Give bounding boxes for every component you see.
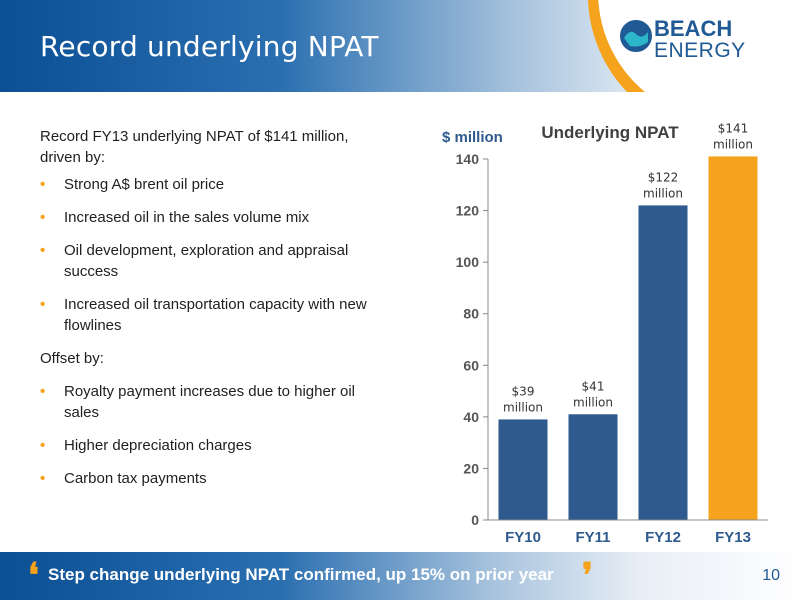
bar-fy11 bbox=[568, 414, 618, 520]
y-axis-ticks: 0 20 40 60 80 100 120 140 bbox=[456, 151, 488, 528]
y-tick-label: 40 bbox=[463, 409, 479, 425]
list-item: • Increased oil in the sales volume mix bbox=[40, 207, 370, 228]
chart-title: Underlying NPAT bbox=[541, 123, 679, 142]
x-tick-label: FY10 bbox=[505, 529, 541, 546]
bullet-icon: • bbox=[40, 470, 46, 487]
bar-fy12 bbox=[638, 205, 688, 520]
bars bbox=[498, 156, 758, 520]
close-quote-icon: ❜ bbox=[582, 556, 593, 596]
list-item: • Royalty payment increases due to higher… bbox=[40, 381, 370, 423]
y-tick-label: 80 bbox=[463, 306, 479, 322]
company-logo: BEACH ENERGY bbox=[654, 18, 746, 62]
bullet-icon: • bbox=[40, 209, 46, 226]
open-quote-icon: ❛ bbox=[28, 556, 39, 596]
header-banner: Record underlying NPAT BEACH ENERGY bbox=[0, 0, 800, 92]
footer-banner: ❛ Step change underlying NPAT confirmed,… bbox=[0, 552, 800, 600]
data-label: million bbox=[713, 137, 753, 151]
list-item: • Oil development, exploration and apprai… bbox=[40, 240, 370, 282]
offset-label: Offset by: bbox=[40, 350, 104, 367]
y-tick-label: 0 bbox=[471, 512, 479, 528]
y-tick-label: 60 bbox=[463, 357, 479, 373]
data-label: $141 bbox=[718, 121, 749, 135]
logo-line-1: BEACH bbox=[654, 16, 733, 41]
list-item: • Strong A$ brent oil price bbox=[40, 174, 370, 195]
bullet-icon: • bbox=[40, 296, 46, 313]
data-label: million bbox=[643, 186, 683, 200]
drivers-list: • Strong A$ brent oil price • Increased oi… bbox=[40, 174, 370, 336]
list-item: • Higher depreciation charges bbox=[40, 435, 370, 456]
intro-text: Record FY13 underlying NPAT of $141 mill… bbox=[40, 128, 349, 166]
page-title: Record underlying NPAT bbox=[40, 30, 379, 63]
y-tick-label: 20 bbox=[463, 460, 479, 476]
offset-text: Carbon tax payments bbox=[64, 470, 207, 487]
y-tick-label: 120 bbox=[456, 203, 480, 219]
npat-bar-chart: Underlying NPAT $ million 0 20 40 60 80 100 12… bbox=[442, 121, 768, 546]
driver-text: Increased oil in the sales volume mix bbox=[64, 209, 310, 226]
bullet-icon: • bbox=[40, 176, 46, 193]
driver-text: Oil development, exploration and apprais… bbox=[64, 242, 349, 280]
text-panel: Record FY13 underlying NPAT of $141 mill… bbox=[40, 126, 370, 501]
bar-fy13 bbox=[708, 156, 758, 520]
bullet-icon: • bbox=[40, 437, 46, 454]
offsets-list: • Royalty payment increases due to higher… bbox=[40, 381, 370, 489]
data-labels: $39 million $41 million $122 million $141 milli… bbox=[503, 121, 753, 414]
x-tick-label: FY13 bbox=[715, 529, 751, 546]
bullet-icon: • bbox=[40, 383, 46, 400]
offset-text: Royalty payment increases due to higher … bbox=[64, 383, 355, 421]
data-label: $39 bbox=[512, 384, 535, 398]
driver-text: Increased oil transportation capacity wi… bbox=[64, 296, 367, 334]
y-tick-label: 140 bbox=[456, 151, 480, 167]
logo-line-2: ENERGY bbox=[654, 39, 746, 62]
x-axis-labels: FY10 FY11 FY12 FY13 bbox=[505, 529, 751, 546]
x-tick-label: FY11 bbox=[575, 529, 610, 546]
y-tick-label: 100 bbox=[456, 254, 480, 270]
beach-energy-logo-icon bbox=[620, 20, 652, 52]
x-tick-label: FY12 bbox=[645, 529, 681, 546]
data-label: $41 bbox=[582, 379, 605, 393]
page-number: 10 bbox=[762, 567, 780, 584]
bullet-icon: • bbox=[40, 242, 46, 259]
footer-message: Step change underlying NPAT confirmed, u… bbox=[48, 565, 554, 584]
data-label: $122 bbox=[648, 170, 679, 184]
data-label: million bbox=[573, 395, 613, 409]
offset-text: Higher depreciation charges bbox=[64, 437, 252, 454]
bar-fy10 bbox=[498, 419, 548, 520]
driver-text: Strong A$ brent oil price bbox=[64, 176, 225, 193]
list-item: • Carbon tax payments bbox=[40, 468, 370, 489]
y-axis-label: $ million bbox=[442, 129, 503, 146]
list-item: • Increased oil transportation capacity w… bbox=[40, 294, 370, 336]
data-label: million bbox=[503, 400, 543, 414]
